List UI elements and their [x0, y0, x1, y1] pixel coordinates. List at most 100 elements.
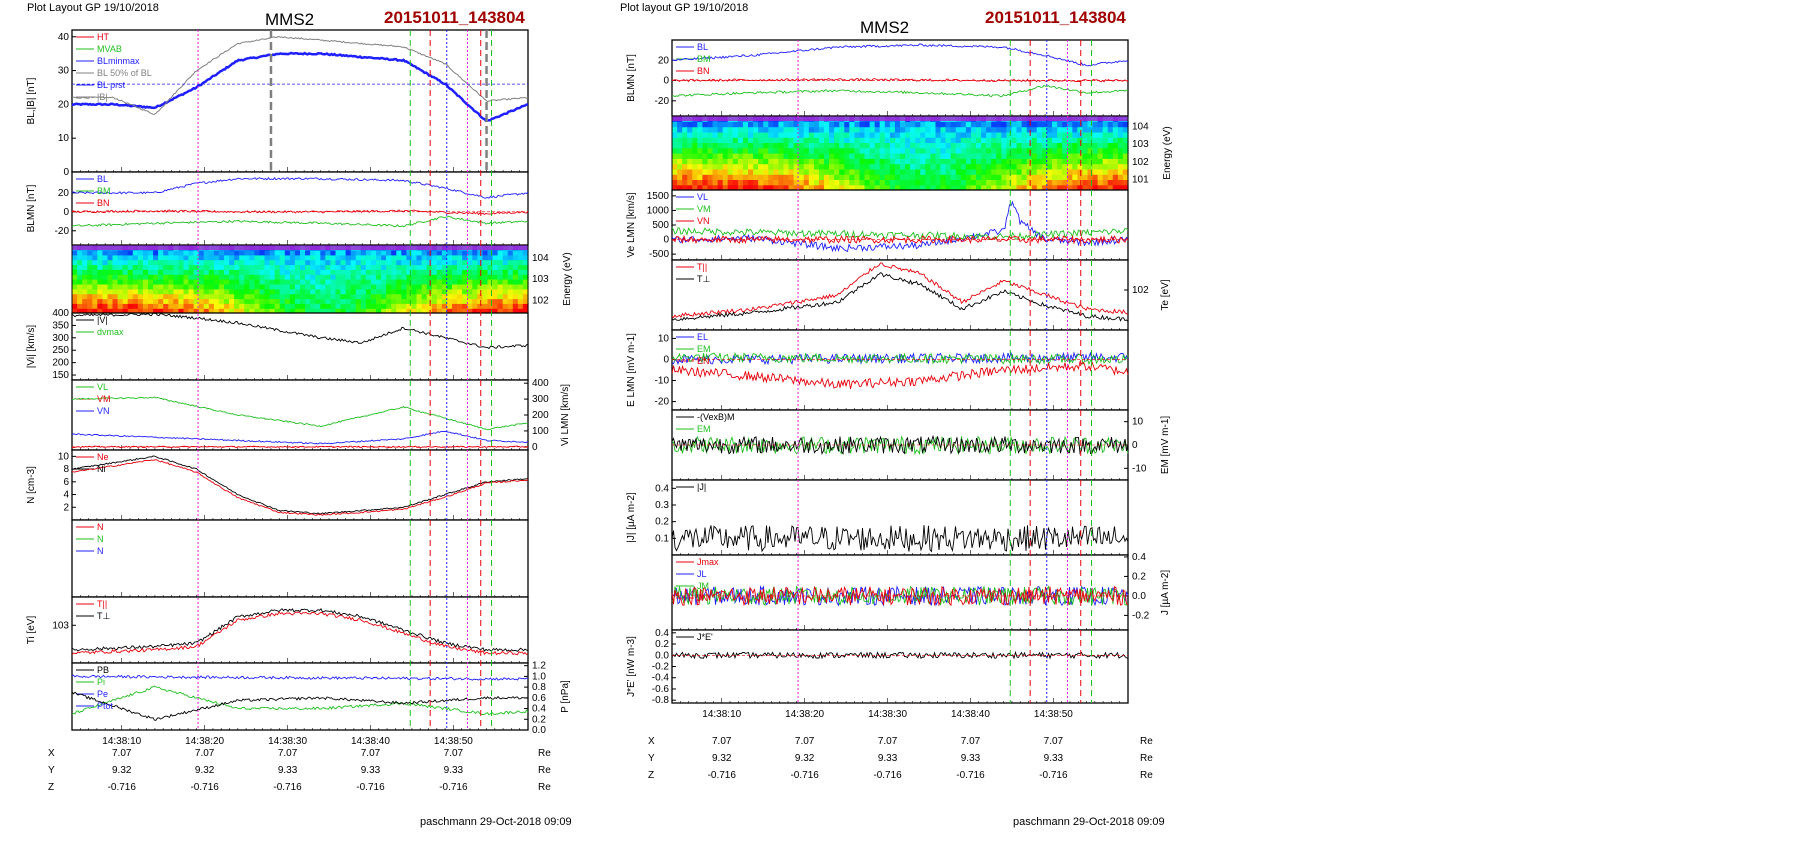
spectrogram-cell [844, 142, 850, 149]
spectrogram-cell [1026, 126, 1033, 133]
spectrogram-cell [702, 179, 709, 186]
spectrogram-cell [254, 298, 261, 304]
series-JE [671, 650, 1129, 660]
spectrogram-cell [436, 298, 443, 304]
spectrogram-cell [213, 274, 220, 280]
spectrogram-cell [502, 298, 509, 304]
spectrogram-cell [1006, 121, 1013, 128]
spectrogram-cell [132, 308, 139, 314]
spectrogram-cell [325, 298, 331, 304]
spectrogram-cell [259, 254, 266, 261]
spectrogram-cell [677, 174, 683, 180]
spectrogram-cell [793, 121, 800, 128]
spectrogram-cell [874, 137, 881, 143]
spectrogram-cell [163, 269, 169, 275]
spectrogram-cell [940, 121, 947, 128]
spectrogram-cell [677, 179, 683, 186]
spectrogram-cell [340, 279, 347, 285]
spectrogram-cell [452, 269, 458, 275]
spectrogram-cell [254, 279, 261, 285]
spectrogram-cell [107, 274, 114, 280]
spectrogram-cell [497, 288, 504, 295]
spectrogram-cell [401, 283, 407, 290]
spectrogram-cell [894, 158, 901, 165]
spectrogram-cell [1092, 131, 1099, 138]
spectrogram-cell [472, 293, 478, 300]
spectrogram-cell [763, 163, 769, 170]
spectrogram-cell [178, 249, 185, 256]
spectrogram-cell [722, 131, 729, 138]
spectrogram-cell [687, 174, 693, 180]
spectrogram-cell [487, 308, 494, 314]
spectrogram-cell [773, 158, 779, 165]
spectrogram-cell [955, 163, 962, 170]
spectrogram-cell [502, 264, 509, 270]
spectrogram-cell [1072, 137, 1078, 143]
spectrogram-cell [1077, 121, 1083, 128]
spectrogram-cell [254, 274, 261, 280]
spectrogram-cell [829, 142, 835, 149]
spectrogram-cell [930, 137, 937, 143]
spectrogram-cell [1041, 163, 1048, 170]
spectrogram-cell [1107, 174, 1114, 180]
spectrogram-cell [854, 147, 861, 154]
spectrogram-cell [512, 293, 519, 300]
spectrogram-cell [894, 121, 901, 128]
spectrogram-cell [203, 254, 210, 261]
spectrogram-cell [355, 279, 362, 285]
spectrogram-cell [702, 153, 709, 159]
spectrogram-cell [178, 303, 185, 309]
spectrogram-cell [864, 121, 871, 128]
spectrogram-cell [778, 158, 785, 165]
spectrogram-cell [1026, 121, 1033, 128]
spectrogram-cell [294, 303, 301, 309]
spectrogram-cell [148, 298, 154, 304]
legend-label: T|| [697, 262, 707, 272]
y-tick-label: 300 [532, 394, 549, 405]
spectrogram-cell [1062, 158, 1068, 165]
spectrogram-cell [198, 254, 205, 261]
spectrogram-cell [1016, 184, 1023, 191]
spectrogram-cell [153, 288, 159, 295]
series-VexBM [671, 434, 1129, 455]
spectrogram-cell [507, 264, 514, 270]
spectrogram-cell [269, 308, 276, 314]
legend-label: VM [697, 204, 711, 214]
spectrogram-cell [452, 283, 458, 290]
spectrogram-cell [492, 254, 499, 261]
spectrogram-cell [77, 288, 83, 295]
spectrogram-cell [142, 279, 149, 285]
spectrogram-cell [345, 283, 352, 290]
spectrogram-cell [1052, 174, 1058, 180]
spectrogram-cell [137, 298, 144, 304]
spectrogram-cell [239, 288, 245, 295]
spectrogram-cell [803, 131, 810, 138]
spectrogram-cell [839, 184, 845, 191]
spectrogram-cell [239, 308, 245, 314]
spectrogram-cell [1052, 147, 1058, 154]
spectrogram-cell [289, 283, 296, 290]
spectrogram-cell [692, 168, 698, 175]
spectrogram-cell [441, 303, 448, 309]
spectrogram-cell [753, 168, 759, 175]
spectrogram-cell [183, 254, 190, 261]
spectrogram-cell [788, 126, 795, 133]
spectrogram-cell [945, 121, 952, 128]
spectrogram-cell [193, 303, 200, 309]
spectrogram-cell [153, 303, 159, 309]
spectrogram-cell [788, 147, 795, 154]
spectrogram-cell [376, 254, 382, 261]
spectrogram-cell [132, 264, 139, 270]
spectrogram-cell [396, 288, 402, 295]
spectrogram-cell [1016, 163, 1023, 170]
right-orbit-value: -0.716 [708, 770, 737, 781]
spectrogram-cell [864, 163, 871, 170]
y-tick-label: 0 [63, 207, 69, 218]
spectrogram-cell [325, 249, 331, 256]
spectrogram-cell [274, 249, 281, 256]
spectrogram-cell [712, 137, 719, 143]
spectrogram-cell [910, 126, 916, 133]
spectrogram-cell [682, 142, 688, 149]
spectrogram-cell [950, 168, 957, 175]
spectrogram-cell [441, 298, 448, 304]
